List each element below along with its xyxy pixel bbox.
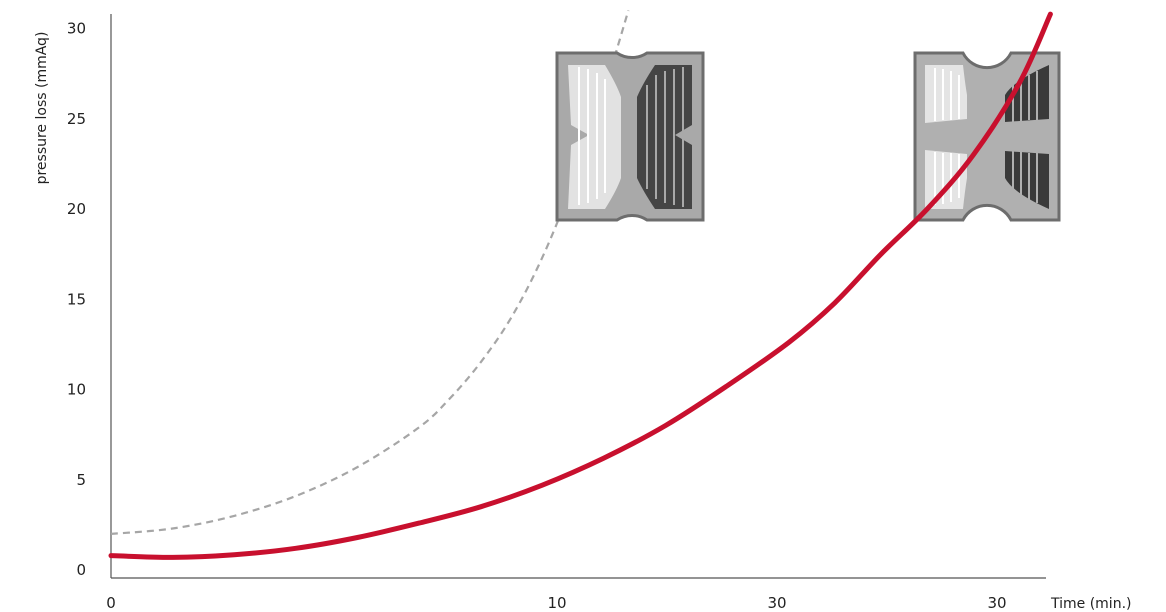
illustrations <box>555 51 1061 222</box>
y-tick-label: 25 <box>67 110 86 128</box>
y-tick-label: 5 <box>76 471 86 489</box>
y-tick-label: 15 <box>67 290 86 308</box>
y-tick-label: 0 <box>76 561 86 579</box>
y-tick-labels: 0 5 10 15 20 25 30 <box>67 20 86 580</box>
x-tick-label: 30 <box>767 594 786 612</box>
x-tick-label: 0 <box>106 594 116 612</box>
y-axis-title: pressure loss (mmAq) <box>34 32 50 185</box>
dashed-series-line <box>110 10 630 535</box>
x-tick-labels: 0 10 30 30 <box>106 594 1006 612</box>
series-layer <box>110 10 630 535</box>
clogged-filter-cartridge-icon <box>555 51 705 222</box>
solid-series-line <box>108 11 1053 560</box>
clean-filter-cartridge-icon <box>913 51 1061 222</box>
y-tick-label: 30 <box>67 20 86 38</box>
y-tick-label: 10 <box>67 381 86 399</box>
x-tick-label: 10 <box>547 594 566 612</box>
y-tick-label: 20 <box>67 200 86 218</box>
x-axis-title: Time (min.) <box>1050 596 1132 612</box>
x-tick-label: 30 <box>987 594 1006 612</box>
foreground-series-layer <box>108 11 1053 560</box>
